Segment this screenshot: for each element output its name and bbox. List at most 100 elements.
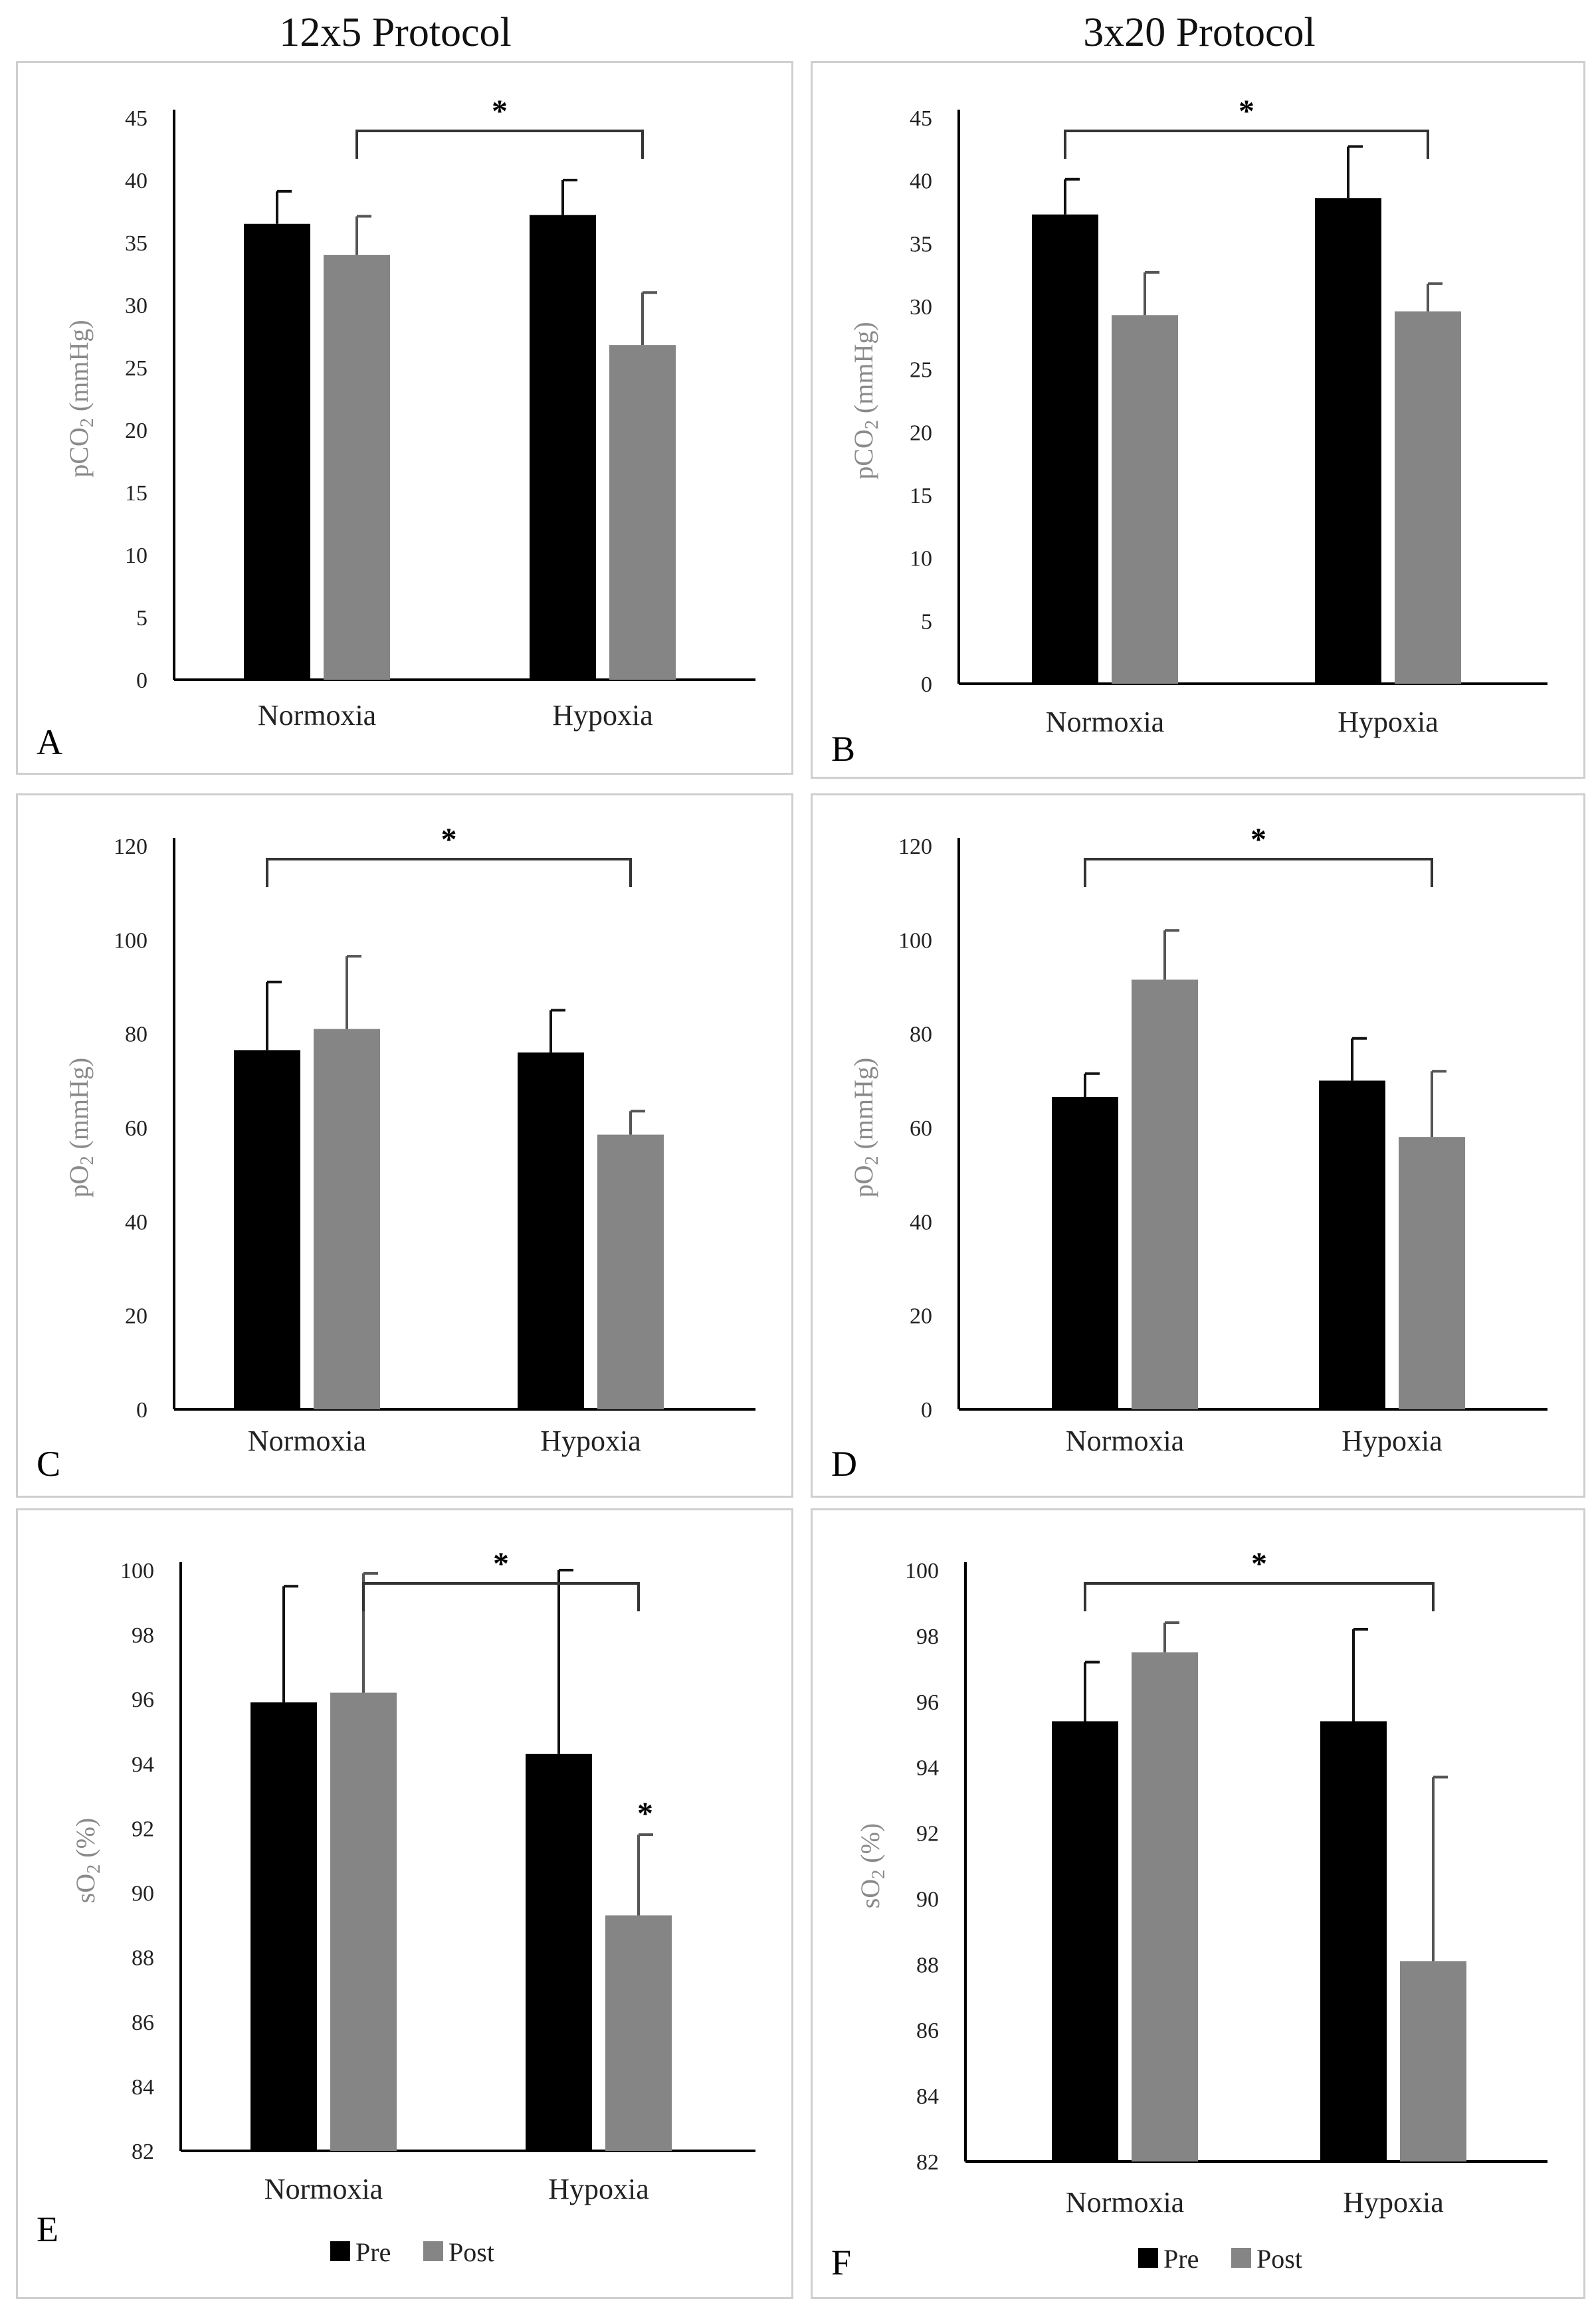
bar-hypoxia-post: [1399, 1137, 1465, 1409]
significance-bracket: [1084, 1582, 1435, 1611]
bar-hypoxia-pre: [530, 215, 596, 680]
x-category-label: Hypoxia: [1342, 1425, 1443, 1457]
bar-hypoxia-post: [1400, 1961, 1466, 2161]
y-tick-label: 60: [910, 1116, 932, 1141]
y-label-unit: (mmHg): [64, 1058, 94, 1156]
panel-letter: C: [37, 1444, 60, 1484]
y-axis-label: sO2 (%): [70, 1818, 104, 1903]
y-tick-label: 35: [125, 231, 148, 256]
chart-svg-f: 82 84 86 88 90 92 94 96 98 100 sO2 (%) Normoxia Hypo…: [831, 1546, 1547, 2282]
bar-normoxia-post: [1112, 315, 1178, 684]
y-label-main: pO: [848, 1165, 878, 1197]
significance-bracket: [1064, 130, 1429, 159]
y-tick-label: 15: [125, 481, 148, 506]
x-category-label: Hypoxia: [552, 699, 653, 732]
y-label-subscript: 2: [84, 1864, 104, 1874]
y-label-subscript: 2: [77, 1156, 98, 1165]
y-tick-label: 100: [114, 928, 148, 953]
legend-label-pre: Pre: [355, 2237, 391, 2267]
panel-letter: F: [831, 2243, 851, 2282]
y-tick-label: 94: [132, 1752, 154, 1777]
bar-normoxia-post: [330, 1692, 397, 2151]
significance-bracket: [362, 1582, 640, 1611]
x-category-label: Normoxia: [248, 1425, 366, 1457]
significance-bracket: [1084, 858, 1433, 887]
significance-star: *: [441, 822, 457, 857]
bar-normoxia-post: [1132, 979, 1198, 1409]
x-category-label: Normoxia: [1046, 706, 1164, 738]
y-tick-label: 25: [125, 356, 148, 381]
y-tick-label: 0: [136, 668, 148, 693]
panel-letter: B: [831, 729, 855, 769]
legend-swatch-post: [423, 2241, 443, 2261]
legend-label-post: Post: [449, 2237, 494, 2267]
y-tick-label: 84: [916, 2084, 939, 2109]
y-label-main: pO: [64, 1165, 94, 1197]
y-tick-label: 84: [132, 2075, 154, 2100]
y-tick-label: 20: [910, 1304, 932, 1329]
bar-normoxia-post: [1132, 1652, 1198, 2161]
x-category-label: Normoxia: [264, 2173, 383, 2205]
chart-svg-d: 0 20 40 60 80 100 120 pO2 (mmHg) Normoxia Hypoxia…: [831, 822, 1547, 1484]
legend-swatch-pre: [1138, 2248, 1158, 2268]
y-axis-label: pO2 (mmHg): [848, 1058, 882, 1198]
column-title-12x5: 12x5 Protocol: [279, 10, 512, 55]
y-label-subscript: 2: [862, 1156, 882, 1165]
chart-svg-a: 0 5 10 15 20 25 30 35 40 45 pCO2 (mmHg) Normoxia Hyp…: [37, 94, 755, 762]
y-tick-label: 80: [910, 1023, 932, 1047]
y-tick-label: 30: [910, 295, 932, 320]
y-tick-label: 86: [132, 2011, 154, 2035]
y-tick-label: 80: [125, 1023, 148, 1047]
chart-panel-f: 82 84 86 88 90 92 94 96 98 100 sO2 (%) Normoxia Hypo…: [811, 1508, 1585, 2299]
y-tick-label: 96: [916, 1690, 939, 1715]
x-category-label: Normoxia: [1066, 2186, 1184, 2219]
y-tick-label: 96: [132, 1688, 154, 1712]
x-category-label: Normoxia: [1066, 1425, 1184, 1457]
chart-panel-b: 0 5 10 15 20 25 30 35 40 45 pCO2 (mmHg) Normoxia Hyp…: [811, 61, 1585, 779]
y-label-subscript: 2: [868, 1870, 889, 1879]
column-title-3x20: 3x20 Protocol: [1083, 10, 1316, 55]
y-tick-label: 92: [132, 1817, 154, 1841]
legend-swatch-post: [1231, 2248, 1251, 2268]
significance-star: *: [1239, 94, 1254, 129]
y-tick-label: 10: [910, 547, 932, 571]
bar-hypoxia-pre: [1319, 1080, 1385, 1409]
bar-hypoxia-post: [605, 1915, 672, 2151]
x-category-label: Hypoxia: [540, 1425, 641, 1457]
significance-star: *: [1251, 1546, 1267, 1581]
y-tick-label: 40: [910, 1210, 932, 1235]
chart-panel-d: 0 20 40 60 80 100 120 pO2 (mmHg) Normoxia Hypoxia…: [811, 793, 1585, 1498]
x-category-label: Hypoxia: [1338, 706, 1439, 738]
y-tick-label: 60: [125, 1116, 148, 1141]
y-tick-label: 82: [132, 2140, 154, 2164]
legend-label-pre: Pre: [1163, 2244, 1199, 2274]
y-label-main: sO: [70, 1874, 100, 1903]
y-axis-label: sO2 (%): [855, 1823, 889, 1908]
y-tick-label: 90: [916, 1887, 939, 1912]
x-category-label: Normoxia: [258, 699, 376, 732]
y-tick-label: 35: [910, 232, 932, 256]
y-label-unit: (%): [70, 1818, 100, 1864]
bar-normoxia-pre: [1032, 214, 1098, 684]
y-axis-label: pO2 (mmHg): [64, 1058, 98, 1198]
y-tick-label: 45: [910, 106, 932, 131]
chart-panel-a: 0 5 10 15 20 25 30 35 40 45 pCO2 (mmHg) Normoxia Hyp…: [16, 61, 793, 775]
bar-hypoxia-pre: [518, 1052, 584, 1409]
y-tick-label: 94: [916, 1756, 939, 1781]
y-tick-label: 100: [120, 1559, 154, 1583]
y-label-unit: (%): [855, 1823, 885, 1870]
y-tick-label: 0: [921, 1398, 932, 1423]
y-tick-label: 40: [910, 169, 932, 194]
y-tick-label: 120: [114, 835, 148, 859]
y-tick-label: 100: [898, 928, 932, 953]
significance-bracket: [266, 858, 632, 887]
y-tick-label: 90: [132, 1882, 154, 1906]
bar-normoxia-post: [324, 254, 390, 680]
legend-label-post: Post: [1256, 2244, 1302, 2274]
y-label-main: sO: [855, 1879, 885, 1908]
bar-hypoxia-post: [597, 1134, 664, 1409]
y-label-main: pCO: [848, 429, 878, 480]
bar-hypoxia-pre: [1315, 198, 1381, 684]
y-label-subscript: 2: [862, 420, 882, 429]
bar-significance-star: *: [637, 1796, 653, 1831]
